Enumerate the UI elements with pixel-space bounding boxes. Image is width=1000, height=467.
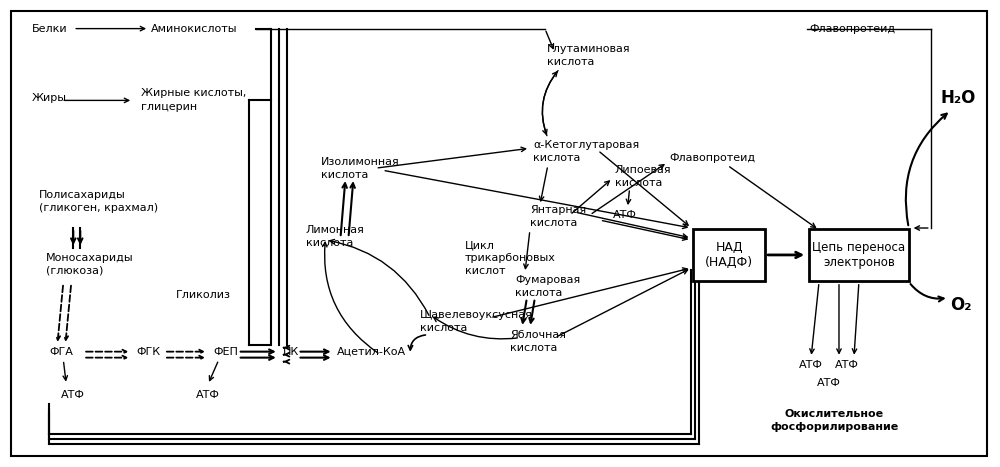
Text: H₂O: H₂O [941,89,976,107]
Text: Янтарная: Янтарная [530,205,586,215]
Bar [809,229,909,281]
Text: Аминокислоты: Аминокислоты [151,24,238,34]
Text: Моносахариды: Моносахариды [46,253,134,263]
Text: O₂: O₂ [950,296,971,314]
Text: АТФ: АТФ [61,389,85,400]
Text: НАД
(НАДФ): НАД (НАДФ) [705,241,753,269]
Text: кислота: кислота [547,57,594,66]
Text: фосфорилирование: фосфорилирование [770,423,898,432]
Text: Щавелевоуксусная: Щавелевоуксусная [420,310,533,320]
Text: Яблочная: Яблочная [510,330,566,340]
Text: ФГА: ФГА [49,347,73,357]
Text: кислот: кислот [465,266,506,276]
Text: Лимонная: Лимонная [306,225,364,235]
Text: глицерин: глицерин [141,102,197,113]
Text: Цикл: Цикл [465,240,495,250]
Text: Белки: Белки [31,24,67,34]
Text: ФГК: ФГК [136,347,160,357]
Text: (глюкоза): (глюкоза) [46,266,104,276]
Text: Липоевая: Липоевая [615,165,671,175]
Bar [693,229,765,281]
Text: АТФ: АТФ [817,377,841,388]
Text: АТФ: АТФ [835,360,859,369]
Text: Глутаминовая: Глутаминовая [547,43,630,54]
Text: кислота: кислота [321,170,368,180]
Text: Окислительное: Окислительное [784,410,884,419]
Text: Полисахариды: Полисахариды [39,190,126,200]
Text: Жиры: Жиры [31,93,66,103]
Text: кислота: кислота [615,178,662,188]
Text: кислота: кислота [306,238,353,248]
Text: АТФ: АТФ [799,360,823,369]
Text: кислота: кислота [420,323,468,333]
Text: Цепь переноса
электронов: Цепь переноса электронов [812,241,905,269]
Text: α-Кетоглутаровая: α-Кетоглутаровая [533,140,639,150]
Text: Фумаровая: Фумаровая [515,275,580,285]
Text: кислота: кислота [515,288,562,298]
Text: Флавопротеид: Флавопротеид [809,24,895,34]
Text: кислота: кислота [533,153,580,163]
Text: Изолимонная: Изолимонная [321,157,399,167]
Text: Ацетил-КоА: Ацетил-КоА [336,347,406,357]
Text: кислота: кислота [530,218,577,228]
Text: Флавопротеид: Флавопротеид [669,153,756,163]
Text: Жирные кислоты,: Жирные кислоты, [141,88,246,99]
Text: ПК: ПК [283,347,299,357]
Text: трикарбоновых: трикарбоновых [465,253,556,263]
Text: АТФ: АТФ [613,210,637,220]
Text: Гликолиз: Гликолиз [176,290,231,300]
Text: АТФ: АТФ [196,389,220,400]
Text: ФЕП: ФЕП [214,347,239,357]
Text: (гликоген, крахмал): (гликоген, крахмал) [39,203,158,213]
Text: кислота: кислота [510,343,557,353]
